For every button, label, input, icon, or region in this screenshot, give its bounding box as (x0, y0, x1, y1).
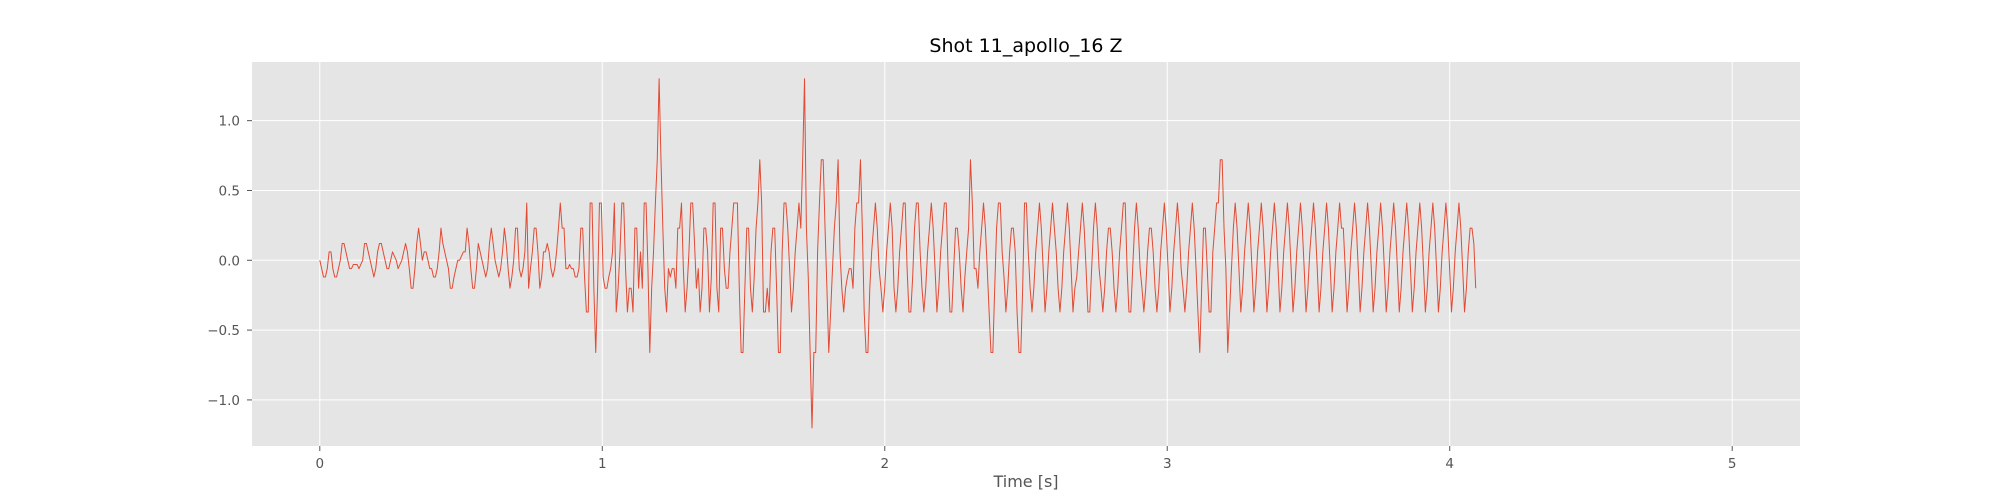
x-axis-ticks: 0 1 2 3 4 5 (315, 446, 1737, 472)
x-tick-label: 5 (1728, 456, 1737, 472)
y-tick-label: 0.5 (219, 183, 240, 199)
series-line (319, 78, 1477, 429)
y-tick-label: 1.0 (219, 114, 240, 130)
x-tick-label: 2 (880, 456, 889, 472)
x-tick-label: 3 (1163, 456, 1172, 472)
plot-background (252, 62, 1800, 446)
y-tick-label: −0.5 (207, 323, 240, 339)
series-group (319, 78, 1477, 429)
x-tick-label: 4 (1445, 456, 1454, 472)
y-axis-ticks: −1.0 −0.5 0.0 0.5 1.0 (207, 114, 252, 409)
x-axis-label: Time [s] (992, 472, 1058, 491)
y-tick-label: 0.0 (219, 253, 240, 269)
y-tick-label: −1.0 (207, 393, 240, 409)
chart-title: Shot 11_apollo_16 Z (929, 35, 1122, 57)
x-tick-label: 0 (315, 456, 324, 472)
grid-lines (252, 62, 1800, 446)
x-tick-label: 1 (598, 456, 607, 472)
